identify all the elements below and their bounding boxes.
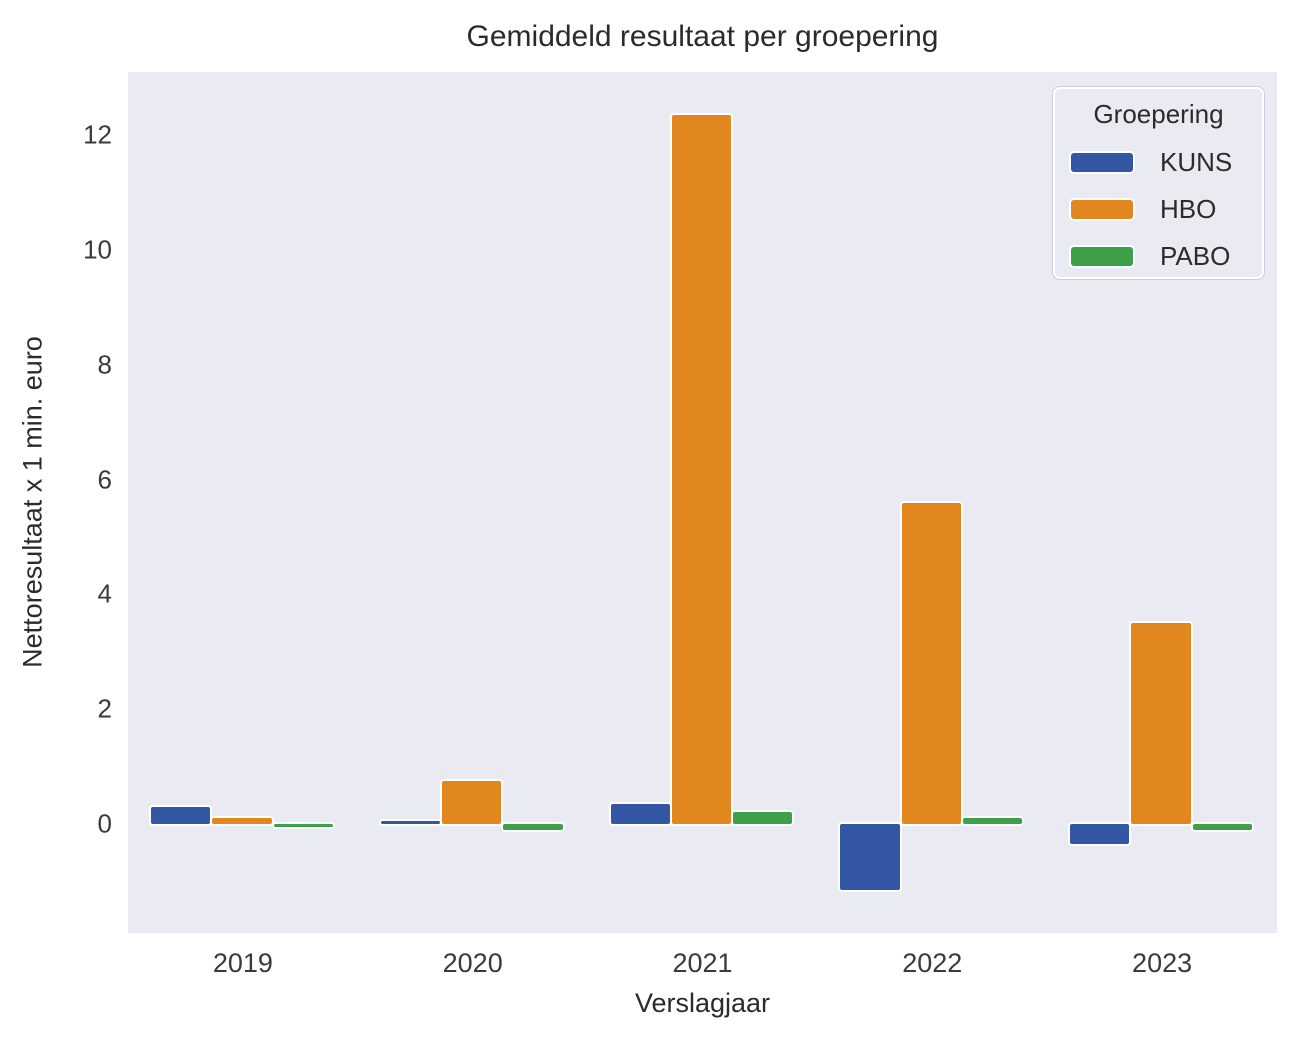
- legend-swatch-kuns: [1071, 152, 1133, 172]
- legend-item-hbo: HBO: [1071, 194, 1262, 224]
- legend-item-kuns: KUNS: [1071, 147, 1262, 177]
- legend-label-hbo: HBO: [1160, 193, 1217, 224]
- y-tick-8: 8: [97, 349, 112, 380]
- x-axis-label: Verslagjaar: [634, 988, 771, 1018]
- x-tick-2020: 2020: [442, 948, 503, 978]
- x-tick-2021: 2021: [672, 948, 733, 978]
- bar-pabo-2023: [1192, 823, 1252, 830]
- legend-label-kuns: KUNS: [1160, 146, 1233, 177]
- legend-label-pabo: PABO: [1160, 240, 1231, 271]
- x-tick-2023: 2023: [1132, 948, 1193, 978]
- bar-kuns-2023: [1070, 823, 1130, 845]
- bar-hbo-2022: [901, 502, 961, 824]
- bar-pabo-2019: [273, 823, 333, 827]
- y-tick-4: 4: [97, 578, 112, 609]
- legend-swatch-pabo: [1071, 246, 1133, 266]
- bar-kuns-2019: [150, 806, 211, 824]
- legend-item-pabo: PABO: [1071, 241, 1262, 271]
- x-tick-2019: 2019: [212, 948, 273, 978]
- y-axis-label: Nettoresultaat x 1 min. euro: [17, 336, 48, 668]
- bar-kuns-2020: [380, 820, 441, 824]
- bar-hbo-2020: [442, 780, 502, 824]
- bar-hbo-2019: [212, 818, 272, 824]
- bar-kuns-2022: [840, 823, 900, 890]
- y-tick-10: 10: [83, 234, 112, 265]
- bar-pabo-2020: [503, 823, 563, 830]
- bar-hbo-2021: [671, 115, 732, 824]
- legend-title: Groepering: [1093, 99, 1224, 129]
- bar-pabo-2022: [962, 818, 1023, 824]
- legend: Groepering KUNS HBO PABO: [1053, 87, 1264, 279]
- legend-swatch-hbo: [1071, 199, 1133, 219]
- bar-hbo-2023: [1131, 623, 1191, 824]
- legend-items: KUNS HBO PABO: [1055, 147, 1262, 271]
- y-tick-12: 12: [83, 119, 112, 150]
- y-tick-2: 2: [97, 693, 112, 724]
- y-tick-0: 0: [97, 808, 112, 839]
- bar-pabo-2021: [733, 812, 793, 824]
- bar-kuns-2021: [610, 803, 670, 824]
- y-tick-6: 6: [97, 464, 112, 495]
- x-tick-2022: 2022: [902, 948, 963, 978]
- chart-title: Gemiddeld resultaat per groepering: [466, 20, 939, 53]
